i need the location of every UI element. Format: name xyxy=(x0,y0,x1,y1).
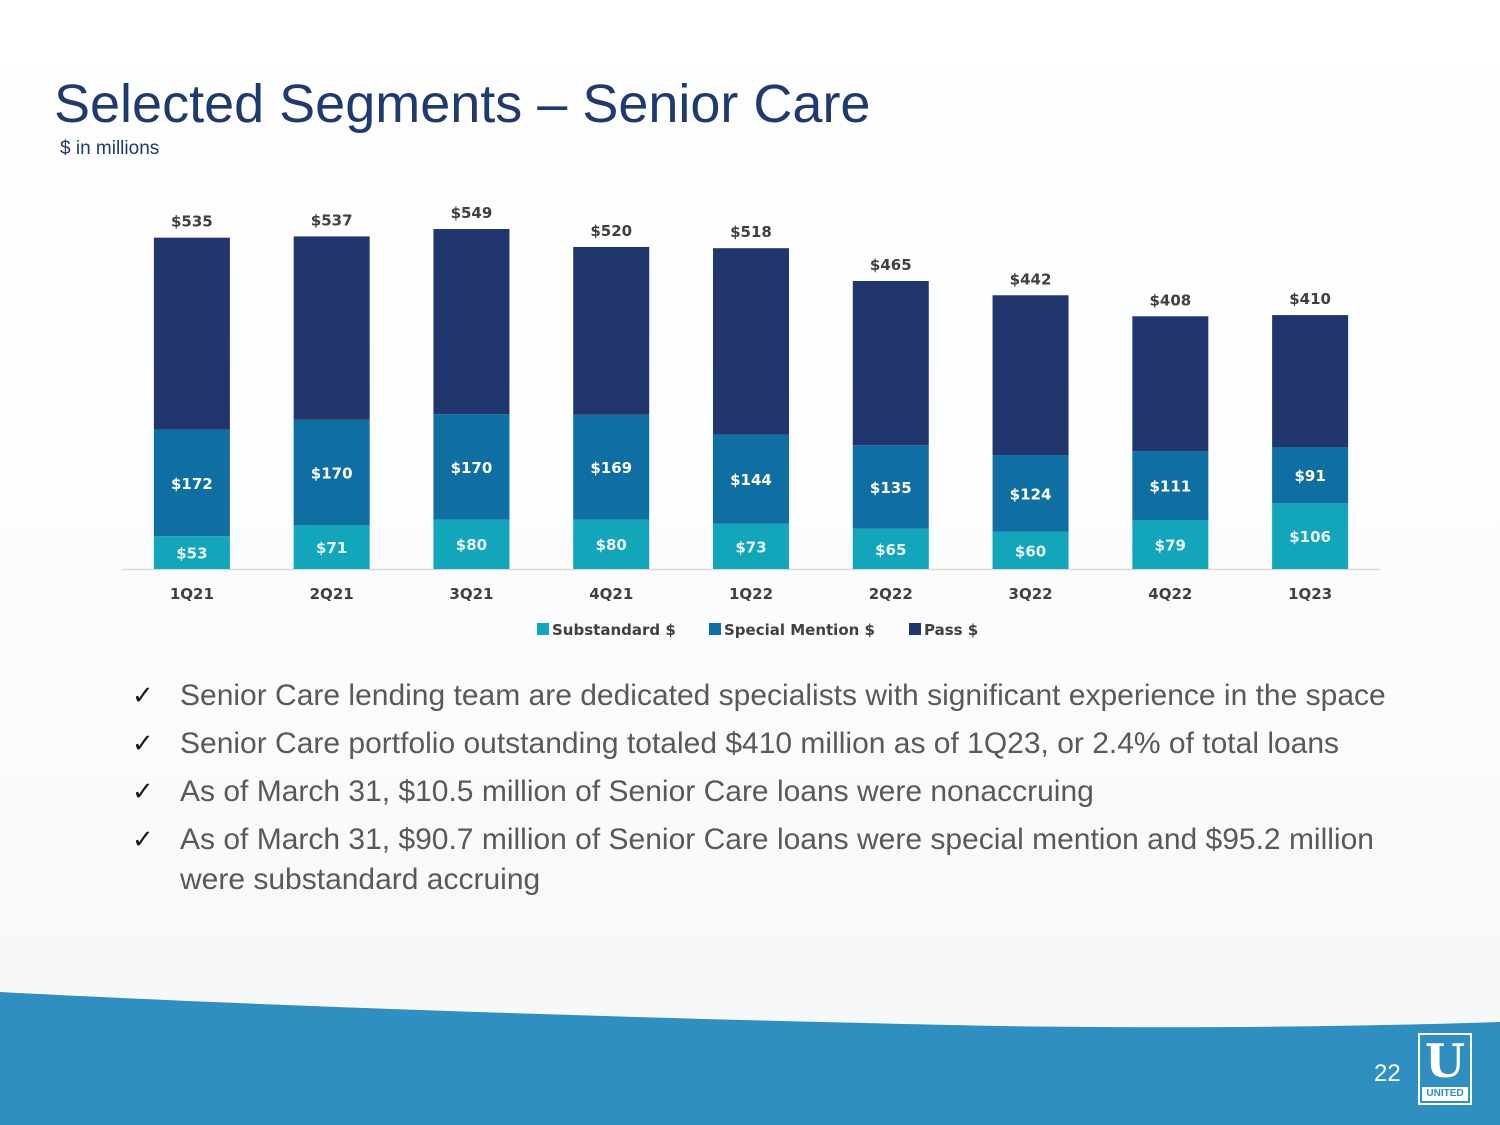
data-label-special_mention: $135 xyxy=(870,479,912,497)
total-label: $410 xyxy=(1289,290,1331,308)
checkmark-icon: ✓ xyxy=(132,729,154,759)
bar-segment-substandard xyxy=(992,531,1069,569)
bullet-text: As of March 31, $10.5 million of Senior … xyxy=(180,775,1094,808)
bar-segment-special_mention xyxy=(573,414,650,520)
data-label-substandard: $65 xyxy=(875,541,906,559)
bar-segment-substandard xyxy=(433,519,510,569)
bar-segment-substandard xyxy=(1132,520,1209,569)
bar-segment-special_mention xyxy=(1272,446,1349,504)
legend-swatch-special_mention xyxy=(709,623,721,635)
bullet-item: ✓ As of March 31, $90.7 million of Senior… xyxy=(130,820,1390,900)
bar-segment-pass xyxy=(293,236,370,420)
total-label: $408 xyxy=(1149,291,1191,309)
data-label-substandard: $80 xyxy=(596,536,627,554)
bar-segment-special_mention xyxy=(1132,451,1209,521)
x-tick-label: 2Q21 xyxy=(310,585,354,603)
slide-subtitle: $ in millions xyxy=(60,138,160,159)
slide-title: Selected Segments – Senior Care xyxy=(54,74,871,134)
bar-segment-substandard xyxy=(573,519,650,569)
bullet-text: Senior Care lending team are dedicated s… xyxy=(180,679,1386,712)
checkmark-icon: ✓ xyxy=(132,777,154,807)
data-label-substandard: $73 xyxy=(735,538,766,556)
legend-swatch-pass xyxy=(909,623,921,635)
legend-label: Pass $ xyxy=(924,621,978,639)
bar-segment-special_mention xyxy=(293,419,370,526)
x-tick-label: 3Q21 xyxy=(449,585,493,603)
data-label-substandard: $80 xyxy=(456,536,487,554)
bar-segment-substandard xyxy=(713,523,789,569)
united-logo: U UNITED xyxy=(1418,1033,1472,1105)
footer-wave-shape xyxy=(0,992,1500,1125)
total-label: $549 xyxy=(451,204,493,222)
total-label: $518 xyxy=(730,223,772,241)
data-label-substandard: $106 xyxy=(1289,528,1331,546)
x-tick-label: 4Q21 xyxy=(589,585,633,603)
logo-word: UNITED xyxy=(1422,1087,1468,1101)
bar-segment-special_mention xyxy=(992,455,1069,532)
data-label-special_mention: $144 xyxy=(730,471,772,489)
bar-segment-pass xyxy=(433,229,510,415)
bar-segment-substandard xyxy=(1272,503,1349,569)
bar-segment-pass xyxy=(1132,316,1209,452)
total-label: $535 xyxy=(171,213,213,231)
data-label-special_mention: $170 xyxy=(451,459,493,477)
footer-wave xyxy=(0,992,1500,1125)
bar-segment-pass xyxy=(1272,315,1349,447)
data-label-special_mention: $124 xyxy=(1010,485,1052,503)
bullet-list: ✓ Senior Care lending team are dedicated … xyxy=(130,676,1390,908)
data-label-substandard: $79 xyxy=(1155,537,1186,555)
bar-segment-special_mention xyxy=(153,429,230,537)
stacked-bar-chart: $53 $172 $535 1Q21 $71 $170 $537 2Q21 $80 $170 $54… xyxy=(122,204,1380,639)
checkmark-icon: ✓ xyxy=(132,825,154,855)
data-label-special_mention: $170 xyxy=(311,464,353,482)
total-label: $520 xyxy=(590,222,632,240)
x-tick-label: 3Q22 xyxy=(1009,585,1053,603)
data-label-special_mention: $111 xyxy=(1149,478,1191,496)
x-tick-label: 1Q22 xyxy=(729,585,773,603)
legend-label: Substandard $ xyxy=(552,621,676,639)
total-label: $537 xyxy=(311,211,353,229)
data-label-substandard: $71 xyxy=(316,539,347,557)
page-number: 22 xyxy=(1374,1060,1401,1087)
x-tick-label: 1Q21 xyxy=(170,585,214,603)
x-tick-label: 2Q22 xyxy=(869,585,913,603)
legend-label: Special Mention $ xyxy=(724,621,875,639)
data-label-substandard: $53 xyxy=(176,545,207,563)
bullet-text: As of March 31, $90.7 million of Senior … xyxy=(180,823,1374,896)
bar-segment-pass xyxy=(713,248,789,435)
x-tick-label: 4Q22 xyxy=(1148,585,1192,603)
total-label: $442 xyxy=(1010,270,1052,288)
checkmark-icon: ✓ xyxy=(132,681,154,711)
bar-segment-substandard xyxy=(153,536,230,569)
bullet-item: ✓ Senior Care portfolio outstanding total… xyxy=(130,724,1390,764)
bar-segment-substandard xyxy=(852,528,929,569)
bar-segment-special_mention xyxy=(433,414,510,520)
bullet-item: ✓ As of March 31, $10.5 million of Senior… xyxy=(130,772,1390,812)
legend-swatch-substandard xyxy=(537,623,549,635)
data-label-special_mention: $169 xyxy=(590,459,632,477)
logo-letter: U xyxy=(1424,1034,1466,1088)
bar-segment-special_mention xyxy=(852,445,929,529)
total-label: $465 xyxy=(870,256,912,274)
bullet-item: ✓ Senior Care lending team are dedicated … xyxy=(130,676,1390,716)
bar-segment-substandard xyxy=(293,525,370,569)
bar-segment-pass xyxy=(153,237,230,430)
bar-segment-special_mention xyxy=(713,434,789,524)
bar-segment-pass xyxy=(992,295,1069,456)
data-label-special_mention: $91 xyxy=(1294,467,1325,485)
data-label-substandard: $60 xyxy=(1015,542,1046,560)
bar-segment-pass xyxy=(852,281,929,446)
bullet-text: Senior Care portfolio outstanding totale… xyxy=(180,727,1340,760)
data-label-special_mention: $172 xyxy=(171,475,213,493)
x-tick-label: 1Q23 xyxy=(1288,585,1332,603)
bar-segment-pass xyxy=(573,246,650,415)
